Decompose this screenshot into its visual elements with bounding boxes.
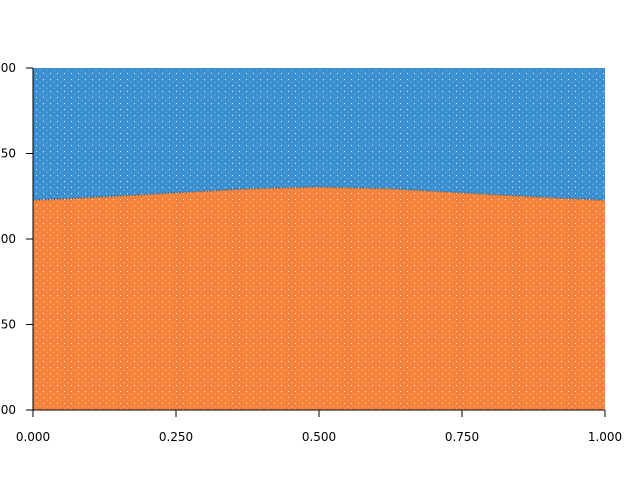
- x-tick-label: 1.000: [588, 430, 622, 444]
- x-tick-label: 0.000: [16, 430, 50, 444]
- particle-texture: [33, 68, 605, 410]
- y-tick-label: 0.150: [0, 318, 16, 332]
- y-tick-label: 0.600: [0, 61, 16, 75]
- interface: [32, 186, 606, 201]
- x-tick-label: 0.500: [302, 430, 336, 444]
- x-tick-label: 0.750: [445, 430, 479, 444]
- y-tick-label: 0.000: [0, 403, 16, 417]
- y-tick-label: 0.300: [0, 232, 16, 246]
- x-tick-label: 0.250: [159, 430, 193, 444]
- y-tick-label: 0.450: [0, 147, 16, 161]
